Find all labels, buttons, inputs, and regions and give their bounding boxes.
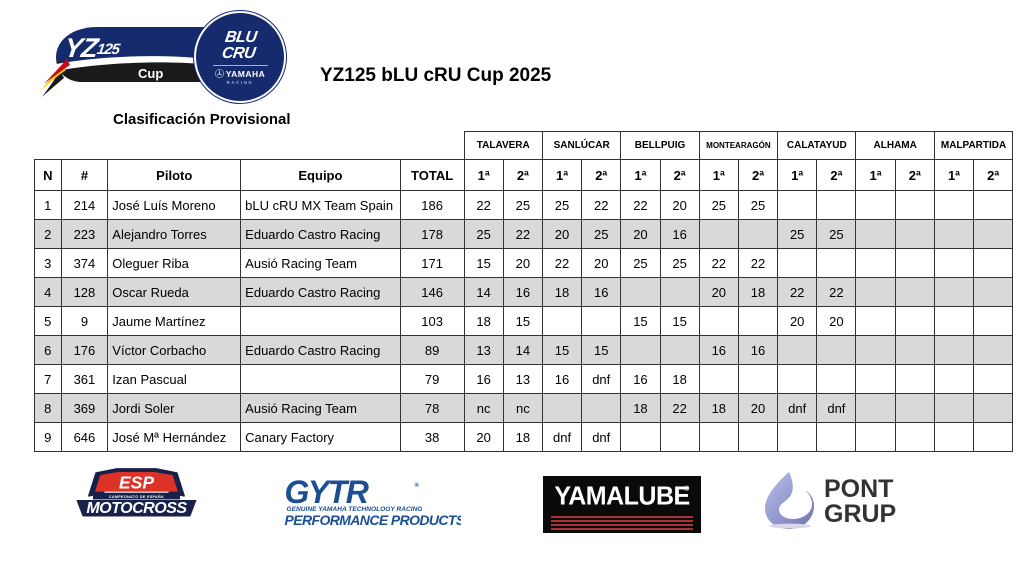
svg-text:®: ®	[415, 482, 420, 489]
svg-text:GRUP: GRUP	[824, 500, 896, 528]
svg-text:ESP: ESP	[119, 473, 154, 493]
svg-text:videos: videos	[127, 516, 145, 520]
svg-text:Cup: Cup	[138, 66, 163, 81]
svg-text:MOTOCROSS: MOTOCROSS	[86, 499, 187, 517]
svg-text:PONT: PONT	[824, 475, 893, 503]
svg-text:PERFORMANCE PRODUCTS: PERFORMANCE PRODUCTS	[285, 512, 462, 528]
